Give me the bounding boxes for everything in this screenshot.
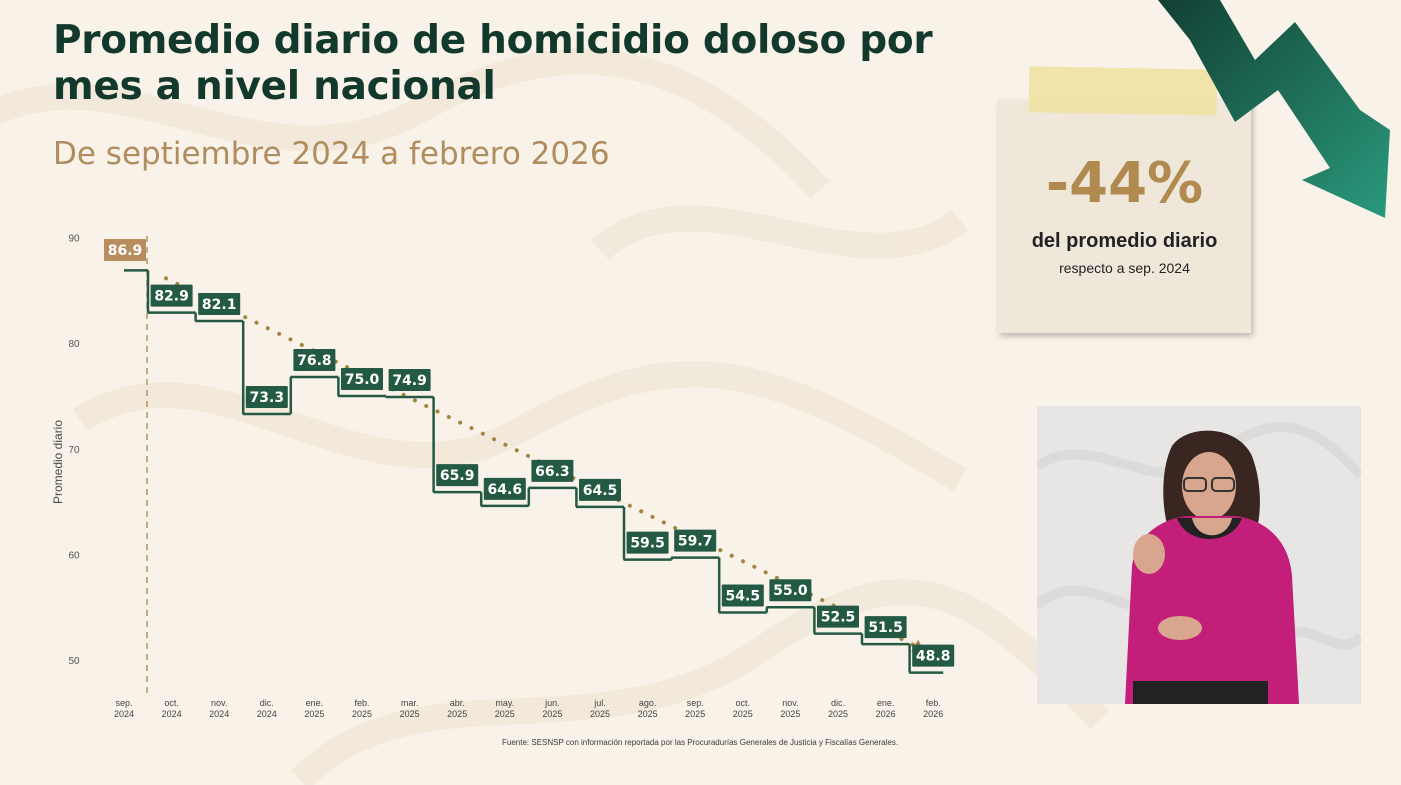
data-label-box: [721, 584, 764, 607]
y-tick-label: 90: [68, 234, 80, 245]
x-tick-label: may. 2025: [495, 698, 515, 719]
x-tick-label: nov. 2024: [209, 698, 229, 719]
stat-card: -44% del promedio diario respecto a sep.…: [998, 100, 1251, 333]
data-label: 48.8: [916, 649, 951, 665]
x-tick-label: nov. 2025: [780, 698, 800, 719]
interpreter-figure: [1037, 406, 1361, 704]
data-label-box: [104, 239, 146, 261]
x-tick-label: sep. 2024: [114, 698, 134, 719]
data-label-box: [341, 368, 383, 390]
page-subtitle: De septiembre 2024 a febrero 2026: [53, 136, 610, 172]
data-label: 75.0: [345, 372, 380, 388]
stat-line-2: respecto a sep. 2024: [1059, 260, 1190, 276]
data-label-box: [483, 477, 526, 500]
source-note: Fuente: SESNSP con información reportada…: [502, 738, 899, 747]
step-line-chart: Promedio diario 50 60 70 80 90 sep. 2024 oct. 2…: [51, 234, 955, 719]
x-tick-label: mar. 2025: [400, 698, 420, 719]
data-label: 54.5: [726, 588, 761, 604]
data-label: 73.3: [250, 390, 285, 406]
data-label-box: [436, 464, 479, 487]
data-label-box: [245, 385, 288, 408]
x-tick-label: abr. 2025: [447, 698, 467, 719]
data-label: 59.7: [678, 534, 713, 550]
data-label: 52.5: [821, 610, 856, 626]
data-label-box: [293, 348, 336, 371]
x-tick-label: ago. 2025: [638, 698, 658, 719]
x-tick-label: ene. 2026: [876, 698, 896, 719]
data-label: 76.8: [297, 353, 332, 369]
stat-line-1: del promedio diario: [1031, 230, 1218, 252]
data-label: 65.9: [440, 468, 475, 484]
data-label: 66.3: [535, 464, 570, 480]
data-label-box: [912, 644, 955, 667]
y-axis-label: Promedio diario: [51, 420, 65, 504]
data-label: 86.9: [108, 243, 143, 259]
data-label: 82.9: [154, 289, 189, 305]
data-label-box: [388, 369, 431, 392]
sign-language-interpreter-video: [1037, 406, 1361, 704]
x-tick-label: jun. 2025: [542, 698, 562, 719]
x-tick-label: jul. 2025: [590, 698, 610, 719]
data-label-box: [674, 529, 717, 552]
y-tick-label: 70: [68, 445, 80, 456]
data-label-box: [579, 478, 621, 501]
data-label-box: [769, 579, 812, 602]
x-tick-label: oct. 2025: [733, 698, 753, 719]
x-tick-label: feb. 2026: [923, 698, 943, 719]
data-label: 51.5: [868, 620, 903, 636]
y-tick-label: 50: [68, 656, 80, 667]
data-label: 55.0: [773, 583, 808, 599]
data-label: 82.1: [202, 297, 237, 313]
data-label-box: [864, 616, 907, 639]
down-arrow-icon: [1158, 0, 1390, 218]
data-label: 64.6: [488, 482, 523, 498]
x-tick-label: oct. 2024: [162, 698, 182, 719]
data-label-box: [150, 284, 193, 307]
x-tick-label: ene. 2025: [304, 698, 324, 719]
page-title: Promedio diario de homicidio doloso por …: [53, 18, 933, 109]
x-tick-label: feb. 2025: [352, 698, 372, 719]
stat-percentage: -44%: [1045, 151, 1204, 216]
data-label-box: [198, 293, 241, 316]
data-label: 64.5: [583, 483, 618, 499]
data-label: 59.5: [630, 536, 665, 552]
y-tick-label: 60: [68, 550, 80, 561]
data-label-box: [626, 531, 669, 554]
x-tick-label: dic. 2025: [828, 698, 848, 719]
data-label: 74.9: [392, 373, 427, 389]
data-label-box: [817, 605, 859, 628]
data-label-box: [531, 459, 574, 482]
y-tick-label: 80: [68, 339, 80, 350]
x-tick-label: dic. 2024: [257, 698, 277, 719]
x-tick-label: sep. 2025: [685, 698, 705, 719]
